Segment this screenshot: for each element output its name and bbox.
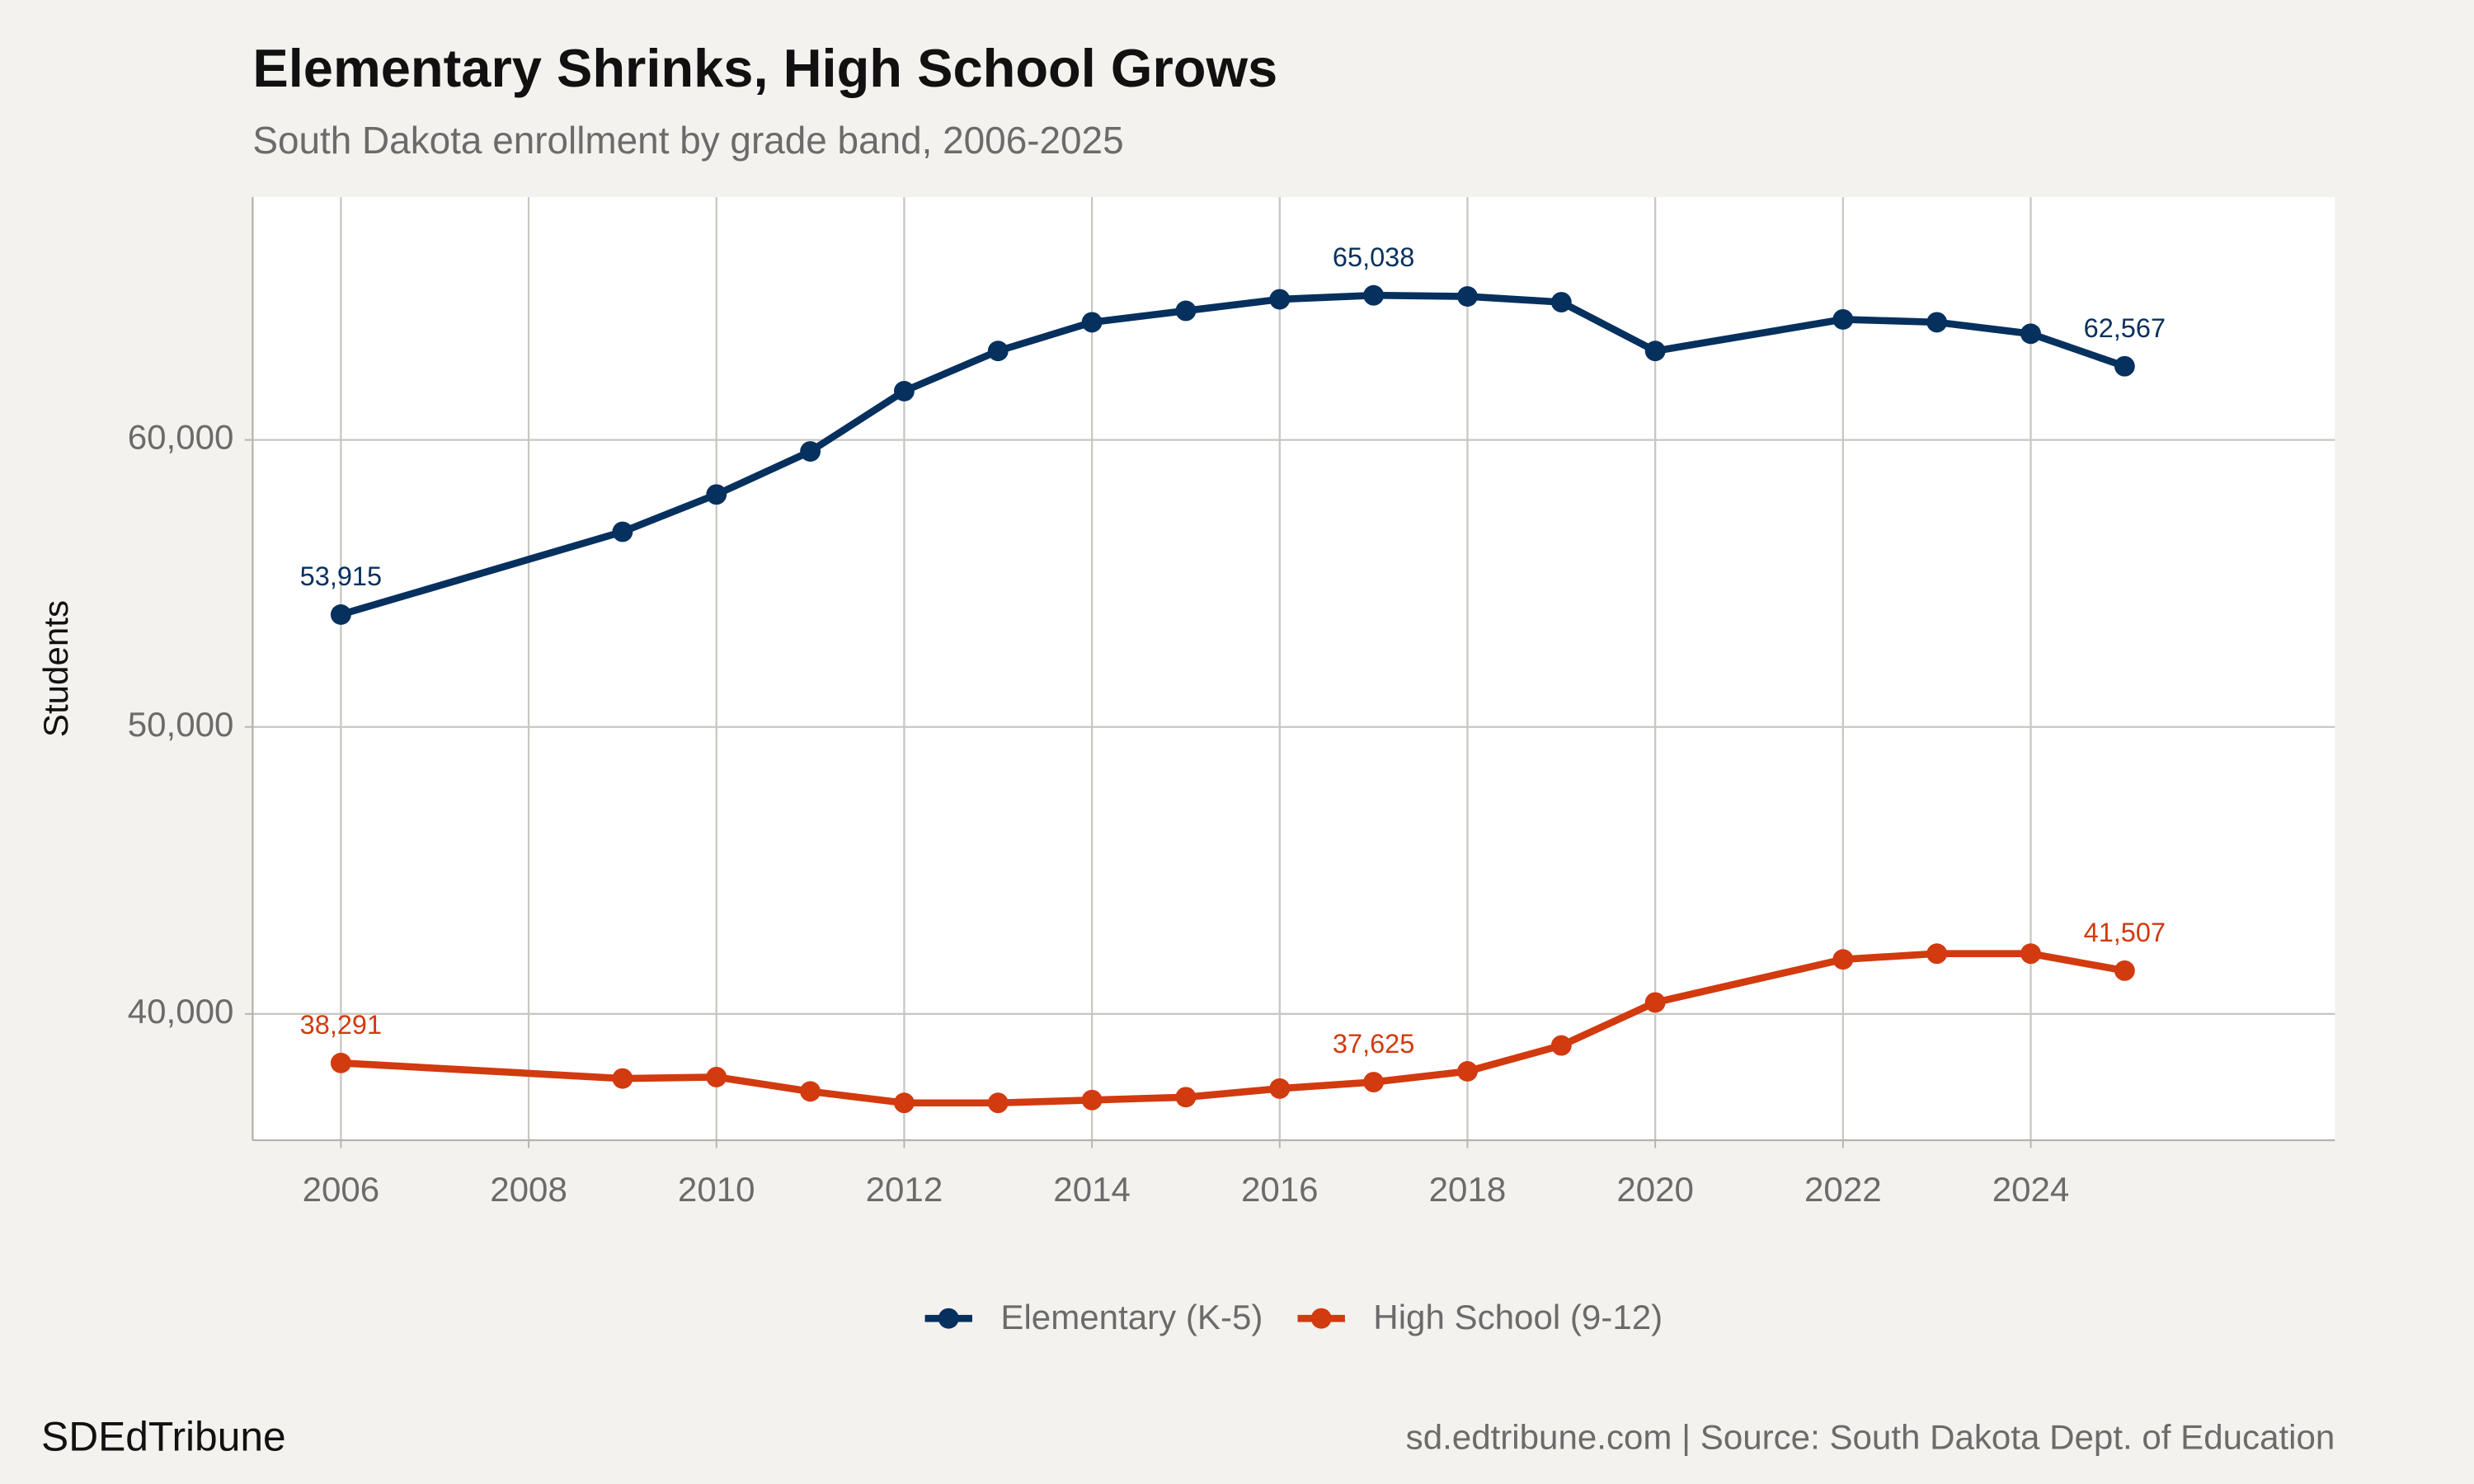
data-point [2020, 323, 2041, 345]
data-point [1832, 949, 1854, 970]
data-point [800, 441, 821, 462]
legend: Elementary (K-5) High School (9-12) [924, 1298, 1663, 1336]
data-point [330, 603, 351, 625]
data-label: 62,567 [2084, 313, 2166, 343]
data-point [1175, 300, 1197, 322]
chart-subtitle: South Dakota enrollment by grade band, 2… [252, 119, 1123, 162]
data-label: 65,038 [1333, 242, 1414, 272]
y-tick-label: 40,000 [128, 992, 234, 1031]
data-point [1363, 1072, 1385, 1092]
legend-label: Elementary (K-5) [1000, 1298, 1263, 1336]
brand: SDEdTribune [41, 1414, 286, 1460]
data-label: 53,915 [300, 561, 382, 591]
data-point [1269, 289, 1291, 310]
data-point [1644, 340, 1666, 362]
data-point [612, 1068, 633, 1089]
data-point [1363, 284, 1385, 306]
data-point [1457, 1061, 1478, 1082]
legend-marker [938, 1308, 959, 1329]
x-tick-label: 2020 [1616, 1170, 1694, 1209]
data-point [987, 340, 1009, 362]
data-point [1644, 992, 1666, 1013]
data-point [1269, 1078, 1291, 1099]
grid: 40,000 50,000 60,000 2006 2008 2010 2012 2014 20… [128, 197, 2335, 1209]
legend-marker [1310, 1308, 1332, 1329]
x-tick-label: 2024 [1992, 1170, 2070, 1209]
data-point [612, 521, 633, 542]
data-point [1550, 1035, 1572, 1056]
data-point [987, 1092, 1009, 1114]
data-point [1081, 1089, 1103, 1111]
data-point [330, 1052, 351, 1073]
x-tick-label: 2006 [303, 1170, 380, 1209]
data-point [2114, 355, 2135, 377]
data-point [1457, 286, 1478, 307]
marks: 53,915 65,038 62,567 38,291 37,625 41,507 [300, 242, 2166, 1114]
data-point [2114, 960, 2135, 981]
data-point [1550, 292, 1572, 312]
y-axis-label: Students [36, 600, 75, 737]
x-tick-label: 2008 [490, 1170, 567, 1209]
x-tick-label: 2018 [1429, 1170, 1507, 1209]
data-point [706, 484, 727, 505]
x-tick-label: 2016 [1241, 1170, 1319, 1209]
data-point [2020, 943, 2041, 965]
legend-label: High School (9-12) [1373, 1298, 1663, 1336]
x-tick-label: 2010 [678, 1170, 755, 1209]
caption: sd.edtribune.com | Source: South Dakota … [1406, 1418, 2335, 1457]
data-point [893, 1092, 915, 1114]
x-tick-label: 2022 [1804, 1170, 1882, 1209]
data-point [1175, 1087, 1197, 1108]
data-point [800, 1081, 821, 1102]
data-point [1832, 308, 1854, 330]
data-point [1926, 943, 1948, 965]
plot-panel [252, 197, 2335, 1140]
y-tick-label: 50,000 [128, 705, 234, 744]
data-label: 38,291 [300, 1010, 382, 1040]
data-label: 41,507 [2084, 918, 2166, 947]
chart-title: Elementary Shrinks, High School Grows [252, 38, 1277, 98]
y-tick-label: 60,000 [128, 418, 234, 457]
data-point [893, 380, 915, 402]
data-point [1081, 312, 1103, 333]
data-point [1926, 312, 1948, 333]
legend-item: High School (9-12) [1297, 1298, 1663, 1336]
legend-item: Elementary (K-5) [924, 1298, 1263, 1336]
data-point [706, 1066, 727, 1087]
x-tick-label: 2014 [1053, 1170, 1131, 1209]
data-label: 37,625 [1333, 1029, 1414, 1059]
x-tick-label: 2012 [866, 1170, 943, 1209]
